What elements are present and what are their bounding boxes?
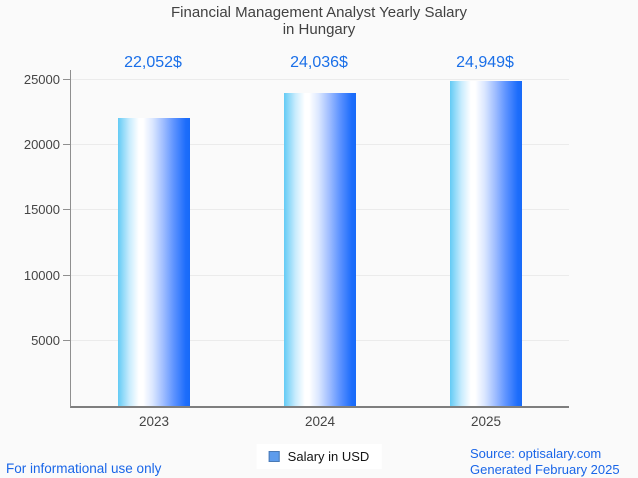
chart-title: Financial Management Analyst Yearly Sala… — [0, 4, 638, 38]
y-gridline — [71, 79, 569, 80]
legend-swatch-icon — [268, 451, 280, 462]
legend-label: Salary in USD — [287, 449, 370, 464]
y-tick-mark — [63, 79, 71, 80]
y-tick-mark — [63, 144, 71, 145]
bar-value-label: 22,052$ — [124, 54, 182, 71]
y-tick-label: 25000 — [23, 72, 60, 87]
y-tick-mark — [63, 209, 71, 210]
x-axis-label: 2023 — [138, 414, 170, 429]
salary-bar — [450, 81, 522, 406]
source-text: Source: optisalary.com — [470, 446, 602, 461]
y-tick-label: 5000 — [31, 333, 60, 348]
salary-bar — [118, 118, 190, 406]
y-tick-label: 15000 — [23, 202, 60, 217]
plot-area: 5000 10000 15000 20000 25000 2023 2024 2025 — [24, 70, 569, 429]
bar-value-label: 24,949$ — [456, 54, 514, 71]
x-axis-label: 2024 — [304, 414, 336, 429]
disclaimer-text: For informational use only — [6, 461, 162, 476]
bar-value-label: 24,036$ — [290, 54, 348, 71]
chart-title-line2: in Hungary — [282, 21, 356, 38]
chart-title-line1: Financial Management Analyst Yearly Sala… — [170, 4, 467, 21]
source-attribution: Source: optisalary.com Generated Februar… — [470, 446, 620, 477]
y-tick-mark — [63, 275, 71, 276]
x-axis-label: 2025 — [470, 414, 502, 429]
legend: Salary in USD — [256, 444, 382, 469]
y-tick-label: 10000 — [23, 268, 60, 283]
salary-bar — [284, 93, 356, 406]
generated-text: Generated February 2025 — [470, 461, 620, 477]
y-tick-mark — [63, 340, 71, 341]
y-tick-label: 20000 — [23, 137, 60, 152]
